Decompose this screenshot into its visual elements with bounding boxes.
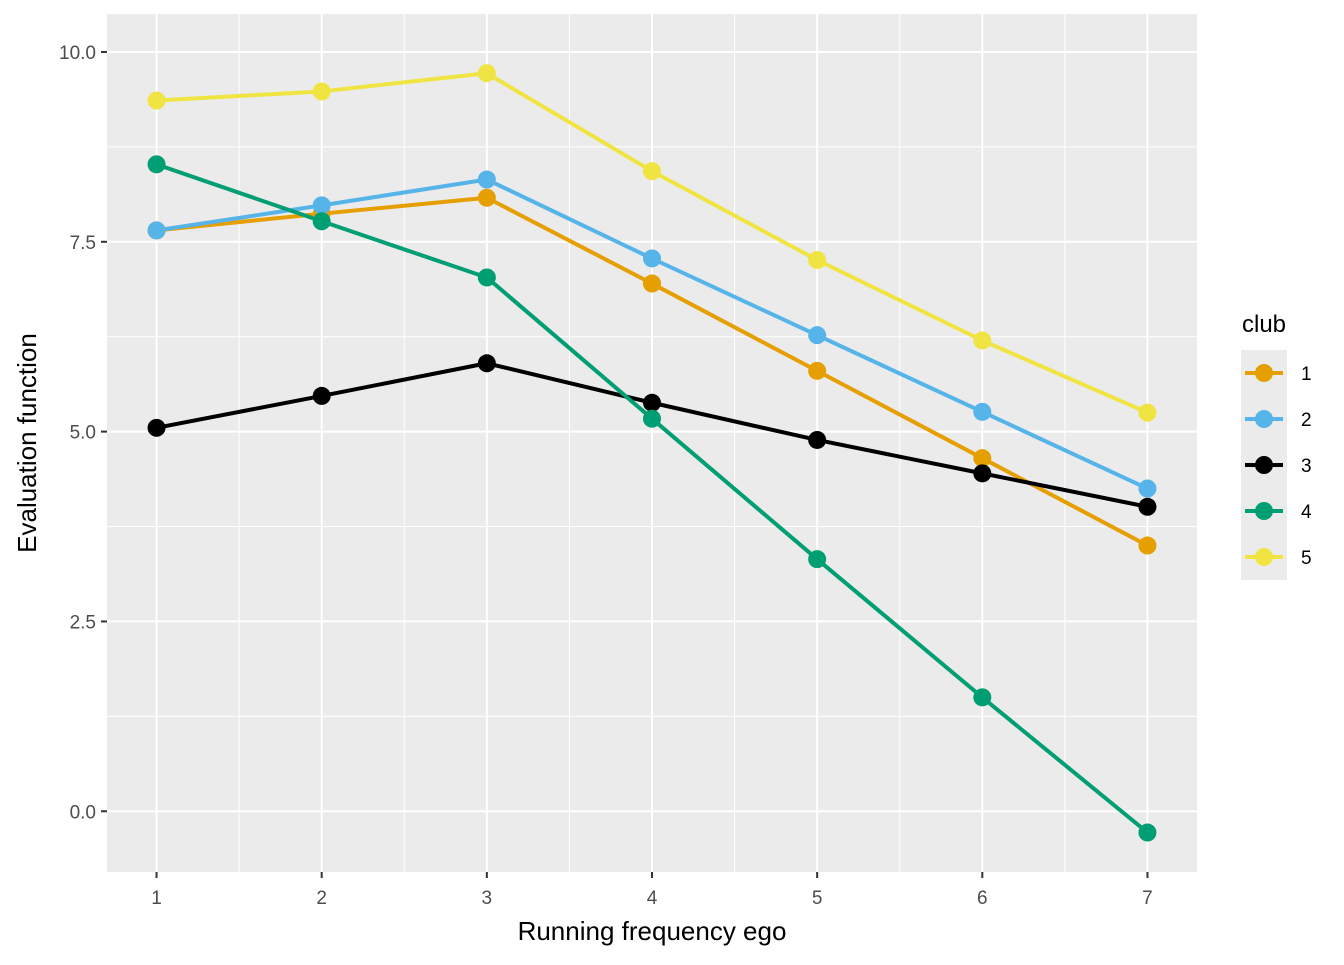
data-point-club-2 (147, 221, 166, 240)
y-tick-label: 0.0 (70, 802, 96, 823)
legend-key-point (1255, 364, 1273, 382)
legend-key-point (1255, 410, 1273, 428)
x-tick-label: 2 (316, 888, 327, 909)
data-point-club-4 (643, 409, 661, 428)
y-tick-label: 5.0 (70, 423, 96, 444)
data-point-club-2 (643, 249, 661, 268)
data-point-club-5 (1138, 403, 1157, 422)
data-point-club-3 (477, 354, 496, 373)
data-point-club-2 (973, 402, 992, 421)
data-point-club-2 (312, 196, 331, 215)
data-point-club-4 (973, 688, 992, 707)
data-point-club-5 (477, 64, 496, 83)
legend-key-point (1255, 548, 1273, 566)
legend-key-point (1255, 502, 1273, 520)
data-point-club-4 (477, 268, 496, 287)
data-point-club-3 (1138, 497, 1157, 516)
legend-label: 4 (1301, 502, 1312, 523)
x-tick-label: 6 (977, 888, 988, 909)
data-point-club-3 (147, 418, 166, 437)
data-point-club-2 (477, 170, 496, 189)
data-point-club-4 (147, 155, 166, 174)
legend-key-point (1255, 456, 1273, 474)
y-axis-title: Evaluation function (12, 333, 42, 553)
data-point-club-1 (643, 274, 661, 293)
legend-label: 5 (1301, 548, 1312, 569)
data-point-club-3 (312, 386, 331, 405)
x-tick-label: 5 (812, 888, 823, 909)
y-tick-label: 2.5 (70, 612, 96, 633)
x-tick-label: 4 (647, 888, 658, 909)
data-point-club-1 (973, 449, 992, 468)
legend-label: 2 (1301, 410, 1312, 431)
data-point-club-5 (973, 331, 992, 350)
data-point-club-1 (808, 361, 827, 380)
data-point-club-3 (808, 430, 827, 449)
legend-label: 3 (1301, 456, 1312, 477)
x-tick-label: 3 (482, 888, 493, 909)
legend: club 1 2 3 4 5 (1241, 311, 1312, 580)
data-point-club-4 (312, 212, 331, 231)
y-tick-label: 7.5 (70, 233, 96, 254)
x-tick-label: 1 (151, 888, 162, 909)
x-tick-label: 7 (1142, 888, 1153, 909)
data-point-club-1 (1138, 536, 1157, 555)
data-point-club-5 (147, 91, 166, 110)
data-point-club-1 (477, 188, 496, 207)
legend-title: club (1242, 311, 1286, 338)
y-axis: 0.0 2.5 5.0 7.5 10.0 (59, 43, 107, 823)
data-point-club-2 (1138, 479, 1157, 498)
data-point-club-4 (1138, 823, 1157, 842)
data-point-club-4 (808, 550, 827, 569)
data-point-club-5 (312, 82, 331, 101)
y-tick-label: 10.0 (59, 43, 96, 64)
data-point-club-5 (643, 162, 661, 181)
data-point-club-3 (643, 393, 661, 412)
data-point-club-2 (808, 326, 827, 345)
x-axis-title: Running frequency ego (518, 916, 787, 946)
legend-keys: 1 2 3 4 5 (1241, 350, 1312, 580)
data-point-club-3 (973, 464, 992, 483)
data-point-club-5 (808, 251, 827, 270)
legend-label: 1 (1301, 364, 1312, 385)
series-layer (147, 64, 1157, 842)
x-axis: 1 2 3 4 5 6 7 (151, 872, 1153, 909)
